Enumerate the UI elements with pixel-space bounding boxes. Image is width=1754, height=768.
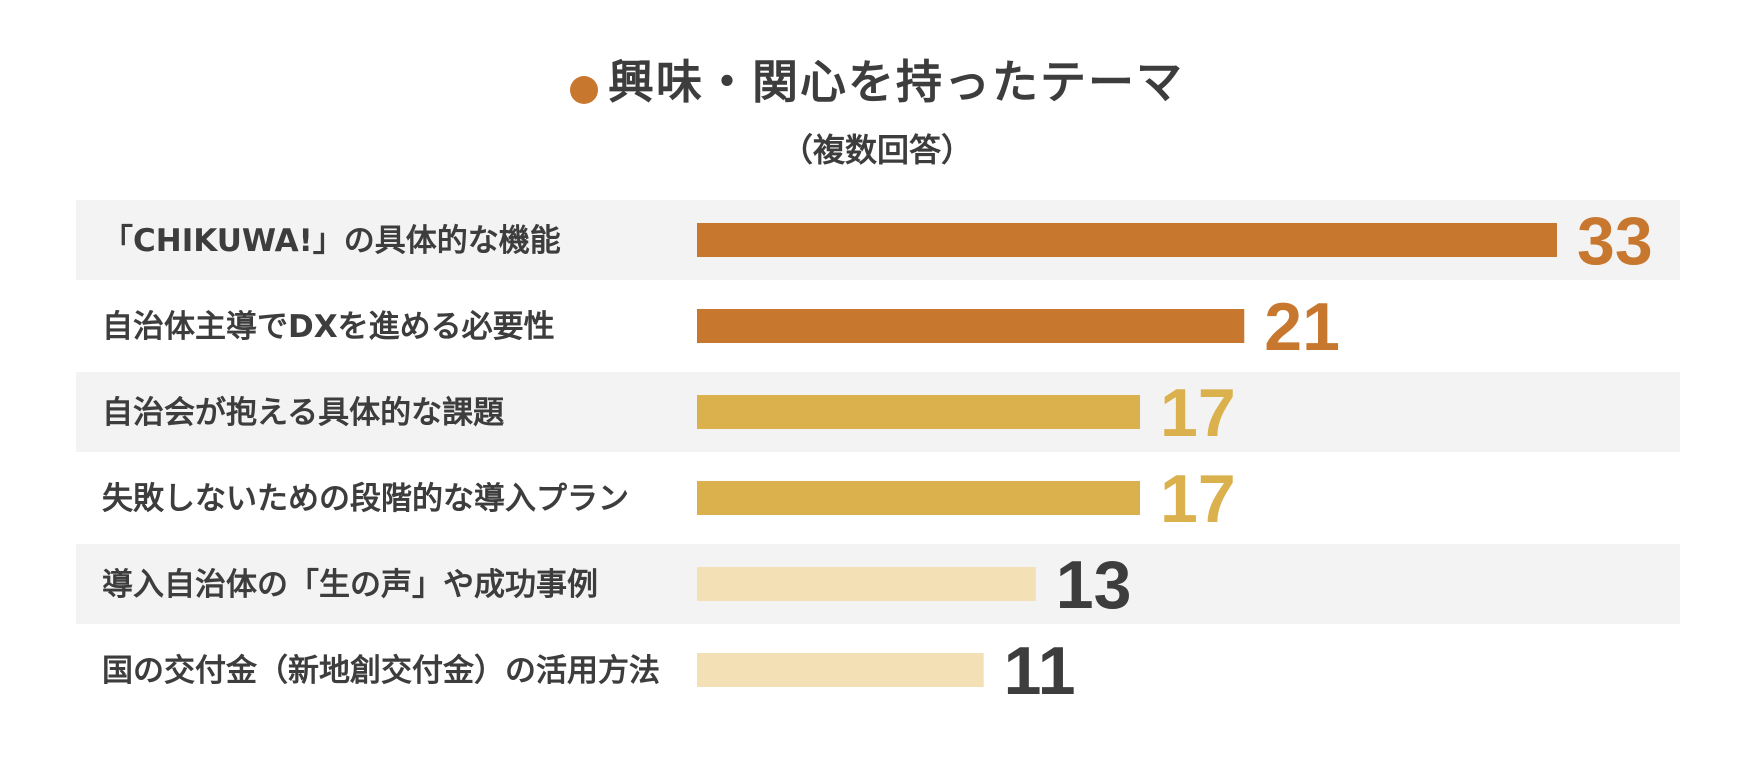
chart-title: 興味・関心を持ったテーマ [608,55,1184,109]
category-label: 国の交付金（新地創交付金）の活用方法 [102,653,660,689]
chart-title-block: 興味・関心を持ったテーマ [0,52,1754,112]
value-label: 11 [1004,633,1076,709]
category-label: 自治会が抱える具体的な課題 [102,395,504,431]
bar [697,395,1141,429]
category-label: 導入自治体の「生の声」や成功事例 [102,567,598,603]
value-label: 33 [1577,203,1653,279]
bar [697,481,1141,515]
bar [697,567,1036,601]
value-label: 17 [1160,375,1236,451]
category-label: 「CHIKUWA!」の具体的な機能 [102,223,561,259]
value-label: 13 [1056,547,1132,623]
category-label: 失敗しないための段階的な導入プラン [102,481,629,517]
value-label: 21 [1264,289,1340,365]
title-bullet-icon [570,75,598,104]
bar [697,653,984,687]
value-label: 17 [1160,461,1236,537]
category-label: 自治体主導でDXを進める必要性 [102,309,555,345]
chart-subtitle: （複数回答） [780,131,973,169]
bar [697,309,1245,343]
bar [697,223,1557,257]
